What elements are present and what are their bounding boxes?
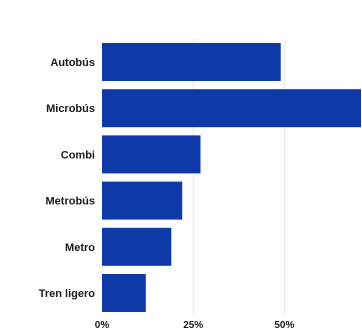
bar-metrobus (102, 181, 183, 220)
bar-metro (102, 227, 172, 266)
category-label-tren-ligero: Tren ligero (39, 288, 96, 300)
x-tick-label-1: 25% (183, 320, 203, 331)
category-label-combi: Combi (61, 149, 95, 161)
gridlines (192, 38, 285, 314)
x-tick-label-0: 0% (95, 320, 110, 331)
category-label-microbus: Microbús (46, 103, 95, 115)
bars (102, 43, 361, 312)
category-label-metrobus: Metrobús (46, 196, 96, 208)
category-label-autobus: Autobús (50, 57, 95, 69)
bar-autobus (102, 43, 281, 81)
bar-microbus (102, 89, 361, 128)
category-labels: Autobús Microbús Combi Metrobús Metro Tren li… (39, 57, 96, 300)
x-axis-tick-labels: 0% 25% 50% (95, 320, 295, 331)
x-tick-label-2: 50% (274, 320, 294, 331)
category-label-metro: Metro (65, 242, 95, 254)
bar-tren-ligero (102, 274, 146, 312)
bar-combi (102, 135, 201, 174)
